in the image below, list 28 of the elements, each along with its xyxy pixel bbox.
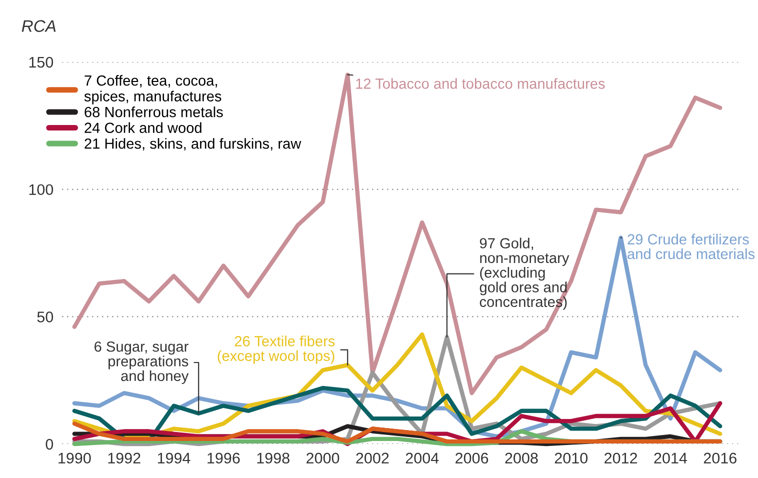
x-tick-label: 2016 bbox=[704, 452, 736, 464]
legend-label: 68 Nonferrous metals bbox=[84, 106, 223, 118]
legend-label: 7 Coffee, tea, cocoa, spices, manufactures bbox=[84, 75, 222, 104]
x-tick-label: 1992 bbox=[108, 452, 140, 464]
series-label: 6 Sugar, sugar preparations and honey bbox=[94, 341, 189, 384]
x-tick-label: 2012 bbox=[604, 452, 638, 464]
x-tick-label: 1996 bbox=[208, 452, 240, 464]
x-tick-label: 2002 bbox=[356, 452, 389, 464]
y-tick-label: 50 bbox=[37, 312, 54, 322]
x-tick-label: 2010 bbox=[554, 452, 588, 464]
y-axis-title: RCA bbox=[22, 20, 56, 32]
x-tick-label: 2004 bbox=[406, 452, 439, 464]
x-tick-label: 2006 bbox=[456, 452, 488, 464]
x-tick-label: 1990 bbox=[58, 452, 91, 464]
text: 97 Gold, non-monetary (excluding gold ores and concentrates) bbox=[480, 238, 570, 310]
y-tick-label: 150 bbox=[29, 56, 54, 68]
legend-label: 21 Hides, skins, and furskins, raw bbox=[84, 138, 302, 151]
x-tick-label: 2008 bbox=[505, 452, 538, 464]
y-tick-label: 0 bbox=[46, 438, 54, 450]
series-label: 26 Textile fibers (except wool tops) bbox=[218, 336, 335, 364]
legend-label: 24 Cork and wood bbox=[84, 122, 202, 134]
x-tick-label: 1998 bbox=[257, 452, 290, 464]
series-label: 29 Crude fertilizers and crude materials bbox=[628, 234, 755, 260]
x-tick-label: 1994 bbox=[158, 452, 190, 464]
series-label: 12 Tobacco and tobacco manufactures bbox=[356, 78, 605, 89]
x-tick-label: 2000 bbox=[306, 452, 340, 464]
y-tick-label: 100 bbox=[29, 184, 54, 196]
x-tick-label: 2014 bbox=[654, 452, 688, 464]
